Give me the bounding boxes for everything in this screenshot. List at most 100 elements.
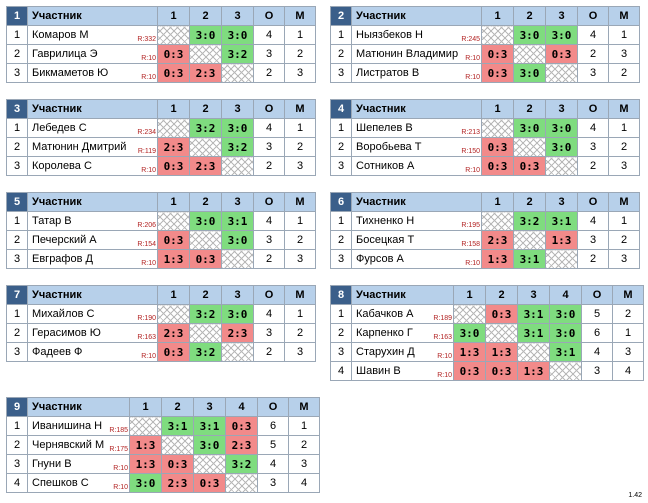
place-cell: 1 xyxy=(288,416,320,436)
participant-name[interactable]: Михайлов С xyxy=(32,308,95,320)
self-match-cell xyxy=(517,342,550,362)
version-label: 1.42 xyxy=(628,492,642,499)
points-header: О xyxy=(257,397,289,417)
participant-name[interactable]: Королева С xyxy=(32,160,92,172)
participant-cell[interactable]: Гаврилица Э R:10 xyxy=(27,44,158,64)
participant-name[interactable]: Листратов В xyxy=(356,67,420,79)
place-cell: 3 xyxy=(288,454,320,474)
participant-name[interactable]: Тихненко Н xyxy=(356,215,415,227)
participant-row: 1 Михайлов С R:190 3:2 3:0 4 1 xyxy=(6,304,316,324)
group-number: 3 xyxy=(6,99,28,119)
participant-name[interactable]: Татар В xyxy=(32,215,72,227)
score-cell: 3:0 xyxy=(513,63,546,83)
score-cell: 3:0 xyxy=(129,473,162,493)
participant-cell[interactable]: Босецкая Т R:158 xyxy=(351,230,482,250)
participant-name[interactable]: Герасимов Ю xyxy=(32,327,101,339)
participant-name[interactable]: Комаров М xyxy=(32,29,89,41)
participant-cell[interactable]: Татар В R:206 xyxy=(27,211,158,231)
points-cell: 2 xyxy=(577,249,609,269)
participant-name[interactable]: Старухин Д xyxy=(356,346,415,358)
participant-cell[interactable]: Воробьева Т R:150 xyxy=(351,137,482,157)
participant-cell[interactable]: Листратов В R:10 xyxy=(351,63,482,83)
participant-cell[interactable]: Шепелев В R:213 xyxy=(351,118,482,138)
place-header: М xyxy=(608,99,640,119)
participant-rating: R:245 xyxy=(461,36,480,43)
row-number: 1 xyxy=(330,304,352,324)
score-cell: 3:0 xyxy=(513,118,546,138)
participant-cell[interactable]: Матюнин Владимир R:10 xyxy=(351,44,482,64)
participant-cell[interactable]: Матюнин Дмитрий R:119 xyxy=(27,137,158,157)
participant-cell[interactable]: Карпенко Г R:163 xyxy=(351,323,454,343)
participant-cell[interactable]: Ныязбеков Н R:245 xyxy=(351,25,482,45)
participant-cell[interactable]: Шавин В R:10 xyxy=(351,361,454,381)
participant-name[interactable]: Матюнин Дмитрий xyxy=(32,141,127,153)
participant-name[interactable]: Гаврилица Э xyxy=(32,48,98,60)
participant-cell[interactable]: Тихненко Н R:195 xyxy=(351,211,482,231)
participant-name[interactable]: Воробьева Т xyxy=(356,141,422,153)
participant-name[interactable]: Фадеев Ф xyxy=(32,346,83,358)
participant-cell[interactable]: Фурсов А R:10 xyxy=(351,249,482,269)
participant-header: Участник xyxy=(27,6,158,26)
group-number: 5 xyxy=(6,192,28,212)
participant-name[interactable]: Гнуни В xyxy=(32,458,72,470)
participant-cell[interactable]: Лебедев С R:234 xyxy=(27,118,158,138)
participant-name[interactable]: Кабачков А xyxy=(356,308,414,320)
group-number: 4 xyxy=(330,99,352,119)
place-cell: 2 xyxy=(284,323,316,343)
participant-row: 2 Карпенко Г R:163 3:0 3:1 3:0 6 1 xyxy=(330,323,644,343)
participant-cell[interactable]: Герасимов Ю R:163 xyxy=(27,323,158,343)
participant-cell[interactable]: Иванишина Н R:185 xyxy=(27,416,130,436)
participant-name[interactable]: Сотников А xyxy=(356,160,415,172)
participant-cell[interactable]: Бикмаметов Ю R:10 xyxy=(27,63,158,83)
participant-name[interactable]: Чернявский М xyxy=(32,439,105,451)
participant-row: 3 Сотников А R:10 0:3 0:3 2 3 xyxy=(330,156,640,176)
participant-cell[interactable]: Евграфов Д R:10 xyxy=(27,249,158,269)
place-cell: 3 xyxy=(284,342,316,362)
group-number: 9 xyxy=(6,397,28,417)
participant-cell[interactable]: Кабачков А R:189 xyxy=(351,304,454,324)
place-cell: 4 xyxy=(612,361,644,381)
participant-cell[interactable]: Сотников А R:10 xyxy=(351,156,482,176)
participant-rating: R:154 xyxy=(137,241,156,248)
participant-name[interactable]: Фурсов А xyxy=(356,253,404,265)
participant-cell[interactable]: Комаров М R:332 xyxy=(27,25,158,45)
participant-name[interactable]: Спешков С xyxy=(32,477,89,489)
participant-cell[interactable]: Чернявский М R:175 xyxy=(27,435,130,455)
column-header-3: 3 xyxy=(545,6,578,26)
participant-cell[interactable]: Старухин Д R:10 xyxy=(351,342,454,362)
self-match-cell xyxy=(189,137,222,157)
participant-name[interactable]: Иванишина Н xyxy=(32,420,103,432)
participant-row: 2 Герасимов Ю R:163 2:3 2:3 3 2 xyxy=(6,323,316,343)
participant-cell[interactable]: Печерский А R:154 xyxy=(27,230,158,250)
participant-name[interactable]: Евграфов Д xyxy=(32,253,93,265)
self-match-cell xyxy=(161,435,194,455)
column-header-3: 3 xyxy=(545,192,578,212)
participant-cell[interactable]: Королева С R:10 xyxy=(27,156,158,176)
participant-cell[interactable]: Михайлов С R:190 xyxy=(27,304,158,324)
score-cell: 3:2 xyxy=(189,118,222,138)
participant-name[interactable]: Печерский А xyxy=(32,234,97,246)
group-table: 7 Участник 1 2 3 О М 1 Михайлов С R:190 3:2 3:0 4 1 2 Г… xyxy=(6,285,316,362)
column-header-3: 3 xyxy=(193,397,226,417)
participant-name[interactable]: Матюнин Владимир xyxy=(356,48,459,60)
participant-name[interactable]: Бикмаметов Ю xyxy=(32,67,109,79)
score-cell: 0:3 xyxy=(513,156,546,176)
row-number: 1 xyxy=(6,304,28,324)
participant-cell[interactable]: Гнуни В R:10 xyxy=(27,454,130,474)
self-match-cell xyxy=(481,118,514,138)
participant-name[interactable]: Босецкая Т xyxy=(356,234,415,246)
group-header-row: 6 Участник 1 2 3 О М xyxy=(330,192,640,212)
participant-name[interactable]: Шепелев В xyxy=(356,122,413,134)
column-header-2: 2 xyxy=(189,6,222,26)
participant-rating: R:234 xyxy=(137,129,156,136)
points-header: О xyxy=(253,99,285,119)
points-cell: 4 xyxy=(577,25,609,45)
group-number: 1 xyxy=(6,6,28,26)
participant-name[interactable]: Шавин В xyxy=(356,365,401,377)
participant-name[interactable]: Ныязбеков Н xyxy=(356,29,423,41)
participant-cell[interactable]: Фадеев Ф R:10 xyxy=(27,342,158,362)
row-number: 2 xyxy=(330,230,352,250)
participant-cell[interactable]: Спешков С R:10 xyxy=(27,473,130,493)
participant-name[interactable]: Лебедев С xyxy=(32,122,87,134)
participant-name[interactable]: Карпенко Г xyxy=(356,327,413,339)
